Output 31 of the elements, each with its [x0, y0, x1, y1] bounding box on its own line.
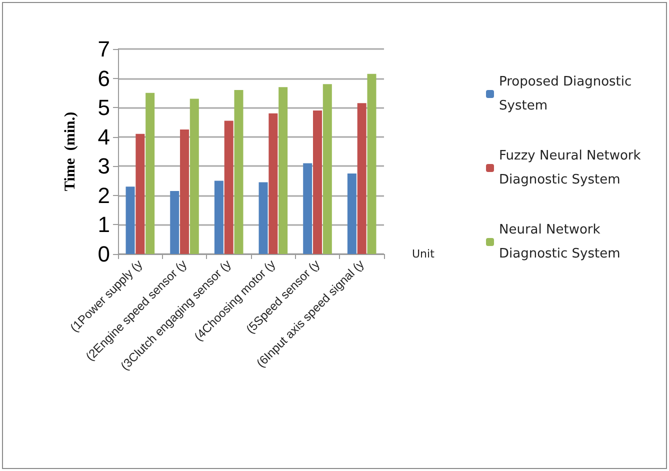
y-tick-label: 6 — [98, 66, 110, 91]
bar — [126, 186, 135, 254]
bar — [146, 92, 155, 254]
bar — [322, 84, 332, 254]
y-tick-label: 3 — [98, 154, 110, 179]
y-tick-label: 7 — [98, 36, 110, 62]
bar — [278, 87, 288, 254]
bar — [268, 113, 278, 254]
y-tick-label: 1 — [98, 212, 110, 238]
bar — [303, 163, 312, 254]
bar — [357, 103, 366, 254]
legend-label: Fuzzy Neural Network Diagnostic System — [499, 148, 645, 188]
x-axis-title: Unit — [412, 248, 436, 260]
y-tick-label: 4 — [98, 124, 110, 150]
y-tick-label: 2 — [98, 182, 110, 208]
bar — [136, 134, 145, 254]
bar — [234, 90, 244, 254]
bar — [214, 180, 224, 254]
bar — [170, 191, 180, 254]
legend-label: Proposed Diagnostic System — [499, 74, 636, 114]
y-tick-label: 0 — [98, 242, 110, 266]
bar — [367, 74, 376, 254]
bar — [313, 110, 322, 254]
bar — [180, 130, 189, 254]
bar — [224, 120, 234, 254]
bar — [347, 173, 356, 254]
y-axis-title: Time (min.) — [62, 112, 78, 192]
legend-label: Neural Network Diagnostic System — [499, 222, 620, 262]
bar — [190, 98, 199, 254]
y-tick-label: 5 — [98, 95, 110, 120]
bar — [258, 182, 268, 254]
